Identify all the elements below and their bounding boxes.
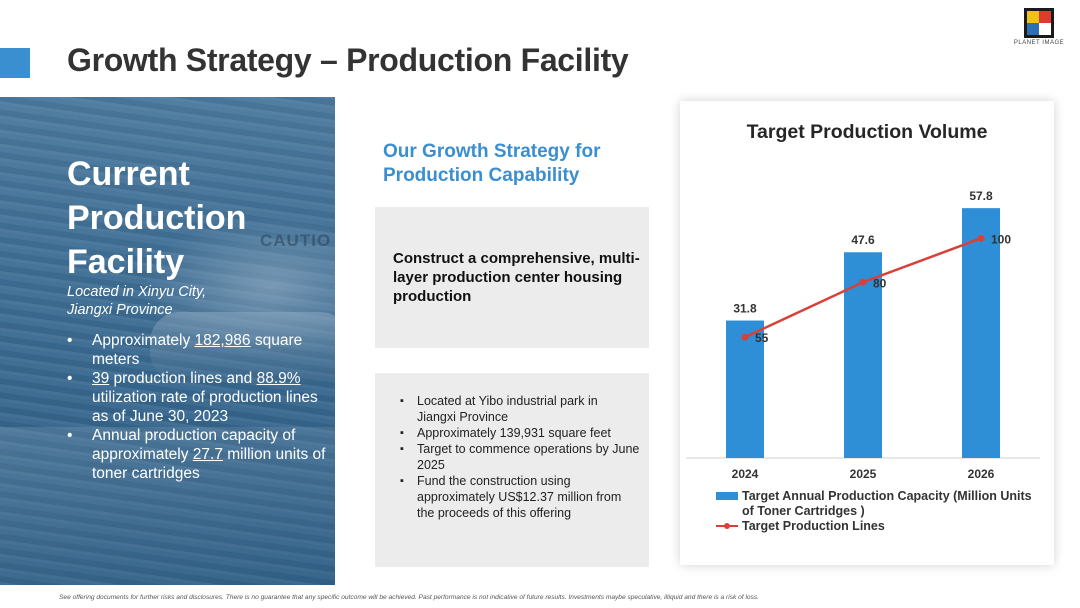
strategy-detail-item: Target to commence operations by June 20…	[400, 441, 640, 473]
bar-value-label: 57.8	[969, 189, 993, 203]
line-value-label: 55	[755, 331, 769, 345]
company-logo: PLANET IMAGE	[1012, 8, 1066, 46]
x-tick-label: 2026	[968, 467, 995, 481]
facility-bullets: Approximately 182,986 square meters 39 p…	[67, 331, 327, 483]
heading-line: Production	[67, 199, 247, 237]
strategy-detail-item: Located at Yibo industrial park in Jiang…	[400, 393, 640, 425]
chart-card: Target Production Volume 31.8 2024 47.6 202…	[680, 101, 1054, 565]
strategy-box-main	[375, 207, 649, 348]
bar-value-label: 47.6	[851, 233, 875, 247]
x-tick-label: 2025	[850, 467, 877, 481]
legend-item-lines: Target Production Lines	[716, 519, 1046, 534]
x-tick-label: 2024	[732, 467, 759, 481]
disclaimer-footer: See offering documents for further risks…	[59, 594, 760, 601]
production-lines-point	[859, 278, 867, 286]
heading-line: Current	[67, 155, 190, 193]
facility-bullet: Annual production capacity of approximat…	[67, 426, 327, 483]
facility-location: Located in Xinyu City, Jiangxi Province	[67, 283, 317, 319]
capacity-bar	[726, 320, 764, 458]
facility-bullet: 39 production lines and 88.9% utilizatio…	[67, 369, 327, 426]
capacity-bar	[844, 252, 882, 458]
photo-caution-text: CAUTIO	[260, 231, 332, 250]
production-lines-point	[741, 333, 749, 341]
current-facility-heading: Current Production Facility	[67, 152, 246, 284]
planet-image-logo-icon	[1024, 8, 1054, 38]
heading-line: Facility	[67, 243, 185, 281]
legend-dot-swatch	[724, 523, 730, 529]
logo-text: PLANET IMAGE	[1013, 40, 1065, 46]
legend-item-capacity: Target Annual Production Capacity (Milli…	[716, 489, 1046, 519]
line-value-label: 80	[873, 276, 887, 290]
strategy-details-list: Located at Yibo industrial park in Jiang…	[400, 393, 640, 521]
accent-tab	[0, 48, 30, 78]
growth-strategy-heading: Our Growth Strategy for Production Capab…	[383, 141, 601, 186]
production-lines-point	[977, 234, 985, 242]
chart-title: Target Production Volume	[746, 121, 988, 143]
page-title: Growth Strategy – Production Facility	[67, 42, 629, 78]
strategy-detail-item: Fund the construction using approximatel…	[400, 473, 640, 521]
chart-legend: Target Annual Production Capacity (Milli…	[716, 489, 1046, 534]
facility-bullet: Approximately 182,986 square meters	[67, 331, 327, 369]
location-line: Located in Xinyu City,	[67, 284, 207, 300]
capacity-bar	[962, 208, 1000, 458]
line-value-label: 100	[991, 232, 1011, 246]
bar-value-label: 31.8	[733, 302, 757, 316]
legend-label: Target Annual Production Capacity (Milli…	[742, 489, 1032, 518]
legend-label: Target Production Lines	[742, 519, 885, 533]
strategy-main-text: Construct a comprehensive, multi-layer p…	[393, 250, 640, 305]
production-volume-chart: 31.8 2024 47.6 2025 57.8 2026 55 80 100	[686, 189, 1040, 481]
legend-bar-swatch	[716, 492, 738, 500]
location-line: Jiangxi Province	[67, 302, 173, 318]
strategy-detail-item: Approximately 139,931 square feet	[400, 425, 640, 441]
